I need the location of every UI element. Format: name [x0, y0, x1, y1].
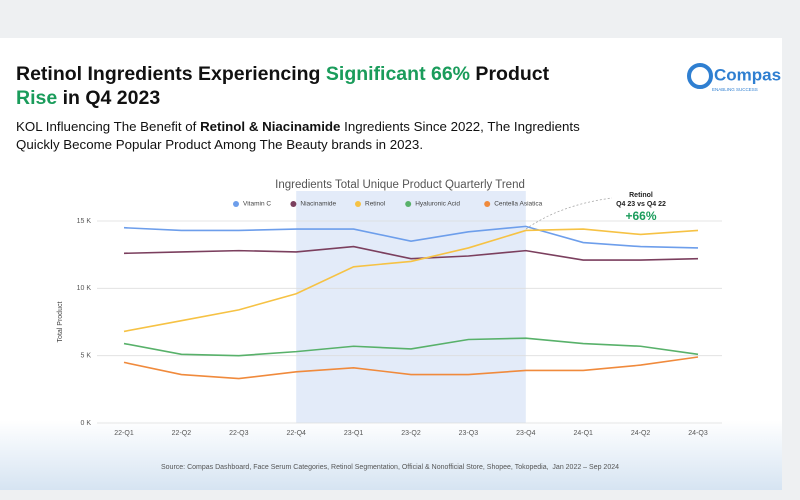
series-line — [123, 356, 699, 380]
legend-label: Niacinamide — [300, 201, 336, 208]
text-run: KOL Influencing The Benefit of — [16, 119, 200, 134]
x-tick-label: 23-Q2 — [401, 430, 421, 437]
legend-swatch — [290, 201, 297, 207]
x-tick-label: 24-Q3 — [688, 430, 708, 437]
legend-label: Hyaluronic Acid — [415, 201, 460, 208]
x-tick-label: 23-Q1 — [344, 430, 364, 437]
logo-mark — [687, 63, 713, 89]
x-tick-label: 23-Q3 — [459, 430, 479, 437]
x-tick-label: 24-Q1 — [573, 430, 593, 437]
card-footer — [0, 420, 782, 490]
y-axis-label: Total Product — [57, 302, 64, 343]
y-tick-label: 5 K — [80, 353, 91, 360]
legend-label: Vitamin C — [243, 201, 271, 208]
x-tick-label: 24-Q2 — [631, 430, 651, 437]
source-note: Source: Compas Dashboard, Face Serum Cat… — [161, 464, 619, 471]
chart-title: Ingredients Total Unique Product Quarter… — [275, 179, 525, 191]
x-tick-label: 22-Q2 — [172, 430, 192, 437]
text-run: Rise — [16, 87, 57, 109]
legend-label: Centella Asiatica — [494, 201, 542, 208]
annotation-text: Retinol — [629, 192, 653, 199]
logo-tagline: ENABLING SUCCESS — [712, 87, 758, 92]
annotation-value: +66% — [625, 209, 656, 223]
legend-swatch — [405, 201, 412, 207]
text-run: Ingredients Since 2022, The Ingredients — [340, 119, 580, 134]
series-line — [123, 228, 699, 333]
legend-swatch — [233, 201, 239, 207]
text-run: Significant 66% — [326, 63, 470, 85]
logo-name: Compas — [714, 65, 781, 84]
series-line — [123, 225, 699, 249]
logo: Compas ENABLING SUCCESS — [687, 63, 781, 92]
text-run: Quickly Become Popular Product Among The… — [16, 137, 423, 152]
text-run: Retinol Ingredients Experiencing — [16, 63, 326, 85]
subtitle: KOL Influencing The Benefit of Retinol &… — [16, 119, 580, 134]
series-line — [123, 245, 699, 261]
x-tick-label: 22-Q1 — [114, 430, 134, 437]
y-tick-label: 0 K — [80, 420, 91, 427]
annotation-connector — [525, 197, 613, 230]
x-tick-label: 22-Q4 — [286, 430, 306, 437]
text-run: Product — [470, 63, 550, 85]
text-run: Retinol & Niacinamide — [200, 119, 340, 134]
y-tick-label: 10 K — [77, 285, 92, 292]
text-run: in Q4 2023 — [57, 87, 160, 109]
legend-label: Retinol — [365, 201, 386, 208]
series-line — [123, 337, 699, 357]
title: Retinol Ingredients Experiencing Signifi… — [16, 63, 550, 85]
x-tick-label: 22-Q3 — [229, 430, 249, 437]
annotation-text: Q4 23 vs Q4 22 — [616, 201, 666, 208]
legend-swatch — [355, 201, 361, 207]
subtitle: Quickly Become Popular Product Among The… — [16, 137, 423, 152]
y-tick-label: 15 K — [77, 218, 92, 225]
highlight-band — [296, 191, 526, 423]
x-tick-label: 23-Q4 — [516, 430, 536, 437]
title: Rise in Q4 2023 — [16, 87, 160, 109]
legend-swatch — [484, 201, 491, 207]
